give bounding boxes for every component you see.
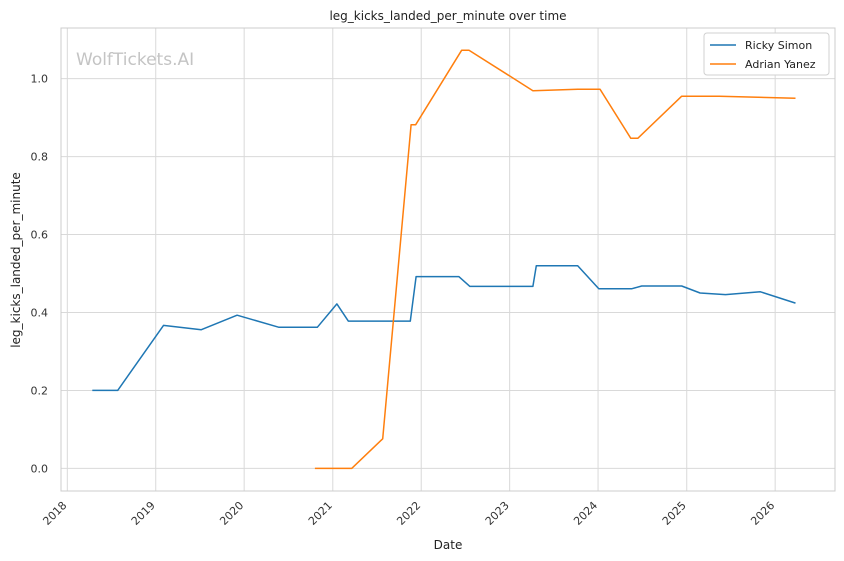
y-tick-label: 1.0 xyxy=(31,73,49,86)
y-tick-label: 0.2 xyxy=(31,384,49,397)
y-tick-label: 0.8 xyxy=(31,151,49,164)
watermark-text: WolfTickets.AI xyxy=(76,50,194,70)
y-tick-label: 0.0 xyxy=(31,462,49,475)
grid-lines xyxy=(61,28,835,491)
legend-label-adrian-yanez: Adrian Yanez xyxy=(745,58,816,71)
legend-label-ricky-simon: Ricky Simon xyxy=(745,39,812,52)
chart-title: leg_kicks_landed_per_minute over time xyxy=(329,9,566,23)
series-line-adrian-yanez xyxy=(314,49,796,470)
x-axis-label: Date xyxy=(434,538,463,552)
y-tick-label: 0.4 xyxy=(31,307,49,320)
y-tick-labels: 0.0 0.2 0.4 0.6 0.8 1.0 xyxy=(31,73,49,476)
y-axis-label: leg_kicks_landed_per_minute xyxy=(9,172,23,348)
plot-area-frame xyxy=(60,27,836,492)
series-lines xyxy=(92,49,796,470)
series-line-ricky-simon xyxy=(92,264,796,392)
legend: Ricky Simon Adrian Yanez xyxy=(703,32,830,76)
y-tick-label: 0.6 xyxy=(31,229,49,242)
